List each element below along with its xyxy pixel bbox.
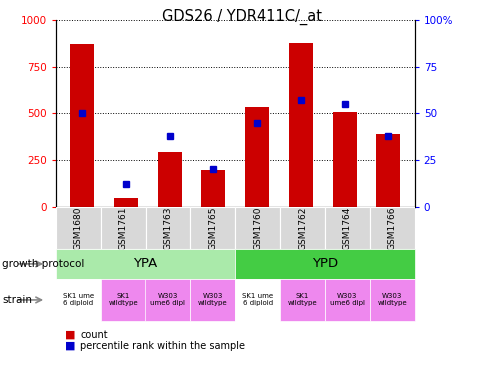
Bar <box>101 207 145 249</box>
Bar <box>324 207 369 249</box>
Bar <box>376 134 400 207</box>
Text: W303
ume6 dipl: W303 ume6 dipl <box>150 294 185 306</box>
Text: ■: ■ <box>65 340 76 351</box>
Bar <box>201 171 225 207</box>
Bar <box>332 112 356 207</box>
Text: percentile rank within the sample: percentile rank within the sample <box>80 340 244 351</box>
Text: W303
wildtype: W303 wildtype <box>377 294 406 306</box>
Text: GSM1764: GSM1764 <box>342 206 351 250</box>
Text: SK1
wildtype: SK1 wildtype <box>287 294 317 306</box>
Text: W303
ume6 dipl: W303 ume6 dipl <box>329 294 364 306</box>
Text: GDS26 / YDR411C/_at: GDS26 / YDR411C/_at <box>162 9 322 25</box>
Bar <box>369 207 414 249</box>
Text: GSM1762: GSM1762 <box>297 206 306 250</box>
Text: GSM1766: GSM1766 <box>387 206 396 250</box>
Text: YPD: YPD <box>311 257 337 270</box>
Bar <box>235 207 280 249</box>
Bar <box>190 207 235 249</box>
Bar <box>280 207 324 249</box>
Bar <box>288 42 312 207</box>
Text: GSM1765: GSM1765 <box>208 206 217 250</box>
Bar <box>70 44 94 207</box>
Bar <box>145 207 190 249</box>
Text: SK1
wildtype: SK1 wildtype <box>108 294 137 306</box>
Bar <box>157 152 181 207</box>
Text: SK1 ume
6 diploid: SK1 ume 6 diploid <box>62 294 93 306</box>
Text: count: count <box>80 329 107 340</box>
Text: growth protocol: growth protocol <box>2 259 85 269</box>
Text: GSM1760: GSM1760 <box>253 206 262 250</box>
Bar <box>244 107 269 207</box>
Text: YPA: YPA <box>133 257 157 270</box>
Text: W303
wildtype: W303 wildtype <box>197 294 227 306</box>
Bar <box>114 198 137 207</box>
Text: GSM1680: GSM1680 <box>74 206 83 250</box>
Text: SK1 ume
6 diploid: SK1 ume 6 diploid <box>242 294 272 306</box>
Bar <box>56 207 101 249</box>
Text: strain: strain <box>2 295 32 305</box>
Text: GSM1761: GSM1761 <box>118 206 127 250</box>
Text: ■: ■ <box>65 329 76 340</box>
Text: GSM1763: GSM1763 <box>163 206 172 250</box>
